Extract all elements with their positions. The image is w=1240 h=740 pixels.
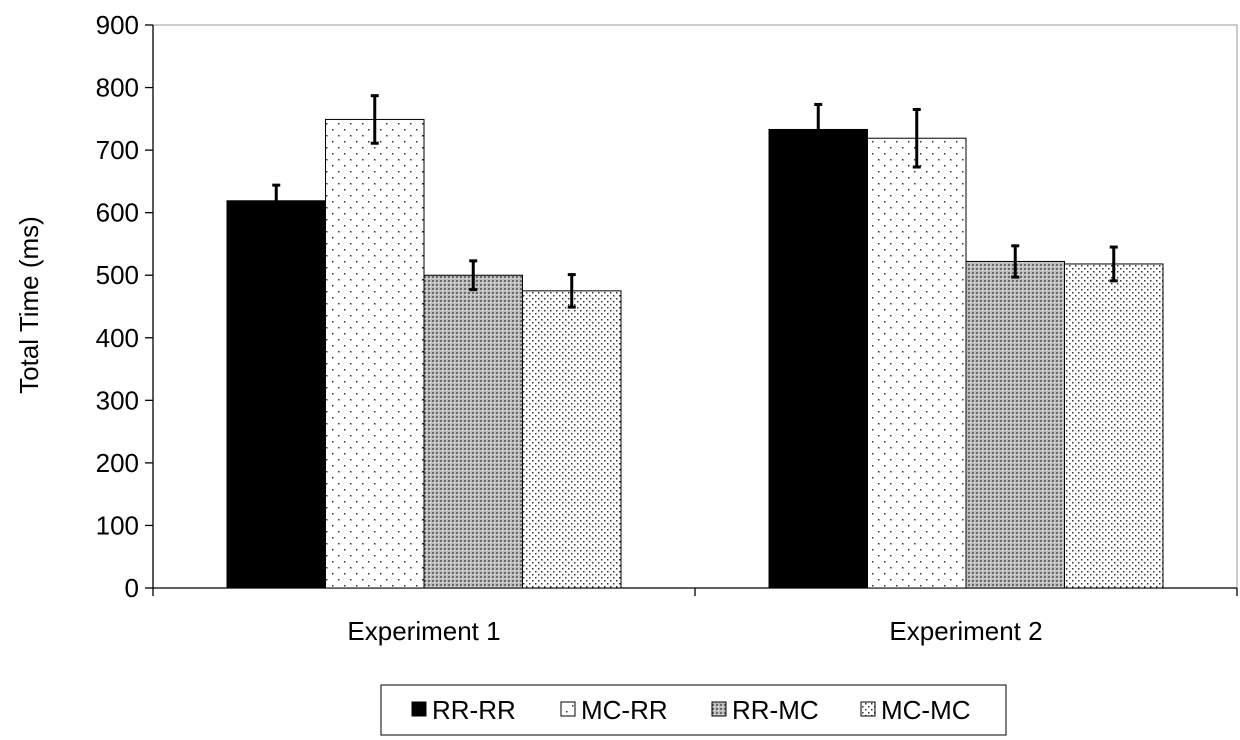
x-axis: Experiment 1 Experiment 2 <box>152 587 1238 646</box>
legend-label: MC-RR <box>581 695 668 725</box>
x-category-label: Experiment 2 <box>889 616 1042 646</box>
y-tick-label: 700 <box>96 135 139 165</box>
legend-swatch <box>411 701 427 717</box>
y-tick-label: 100 <box>96 510 139 540</box>
bar-rr-mc-1 <box>423 274 523 589</box>
error-bar <box>1109 245 1118 283</box>
error-bar <box>1011 244 1020 279</box>
legend-swatch <box>860 701 876 717</box>
bar-mc-rr-1 <box>325 118 425 589</box>
y-tick-label: 200 <box>96 448 139 478</box>
legend-swatch <box>560 701 576 717</box>
legend-label: MC-MC <box>881 695 971 725</box>
legend-item: RR-MC <box>711 695 819 725</box>
legend-item: RR-RR <box>411 695 516 725</box>
error-bar <box>912 107 921 169</box>
legend: RR-RR MC-RR RR-MC MC-MC <box>380 684 1007 736</box>
y-tick-label: 400 <box>96 323 139 353</box>
bar-rr-rr-1 <box>226 200 326 589</box>
y-tick-label: 800 <box>96 73 139 103</box>
y-axis-title: Total Time (ms) <box>14 216 44 394</box>
error-bar <box>370 94 379 145</box>
bar-rr-rr-2 <box>768 128 868 589</box>
y-axis: 0 100 200 300 400 500 600 700 800 900 <box>96 10 154 603</box>
legend-box <box>380 684 1007 736</box>
legend-item: MC-MC <box>860 695 971 725</box>
y-tick-label: 600 <box>96 198 139 228</box>
y-tick-label: 900 <box>96 10 139 40</box>
error-bar <box>567 273 576 309</box>
y-tick-label: 300 <box>96 385 139 415</box>
y-tick-label: 0 <box>125 573 139 603</box>
error-bar <box>814 102 823 156</box>
bar-rr-mc-2 <box>965 260 1065 589</box>
legend-label: RR-RR <box>432 695 516 725</box>
error-bars <box>272 94 1118 309</box>
legend-label: RR-MC <box>732 695 819 725</box>
error-bar <box>272 183 281 218</box>
bar-mc-rr-2 <box>867 137 967 589</box>
bars <box>226 118 1164 589</box>
error-bar <box>469 259 478 292</box>
legend-swatch <box>711 701 727 717</box>
bar-mc-mc-1 <box>522 290 622 589</box>
y-tick-label: 500 <box>96 260 139 290</box>
legend-item: MC-RR <box>560 695 668 725</box>
bar-mc-mc-2 <box>1064 263 1164 589</box>
x-category-label: Experiment 1 <box>347 616 500 646</box>
